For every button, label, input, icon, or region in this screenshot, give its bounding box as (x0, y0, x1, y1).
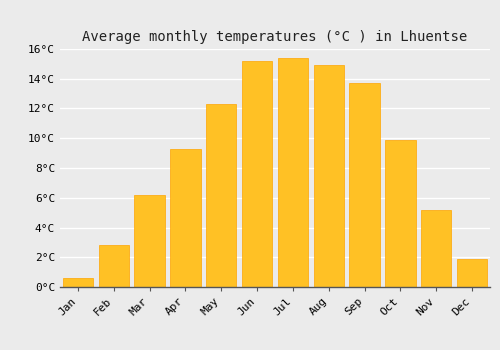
Bar (385, 140, 416, 287)
Bar (134, 195, 165, 287)
Bar (242, 61, 272, 287)
Bar (206, 104, 236, 287)
Bar (170, 149, 200, 287)
Bar (314, 65, 344, 287)
Bar (278, 58, 308, 287)
Bar (62, 278, 93, 287)
Bar (350, 83, 380, 287)
Bar (421, 210, 452, 287)
Bar (98, 245, 129, 287)
Bar (457, 259, 488, 287)
Title: Average monthly temperatures (°C ) in Lhuentse: Average monthly temperatures (°C ) in Lh… (82, 30, 468, 44)
